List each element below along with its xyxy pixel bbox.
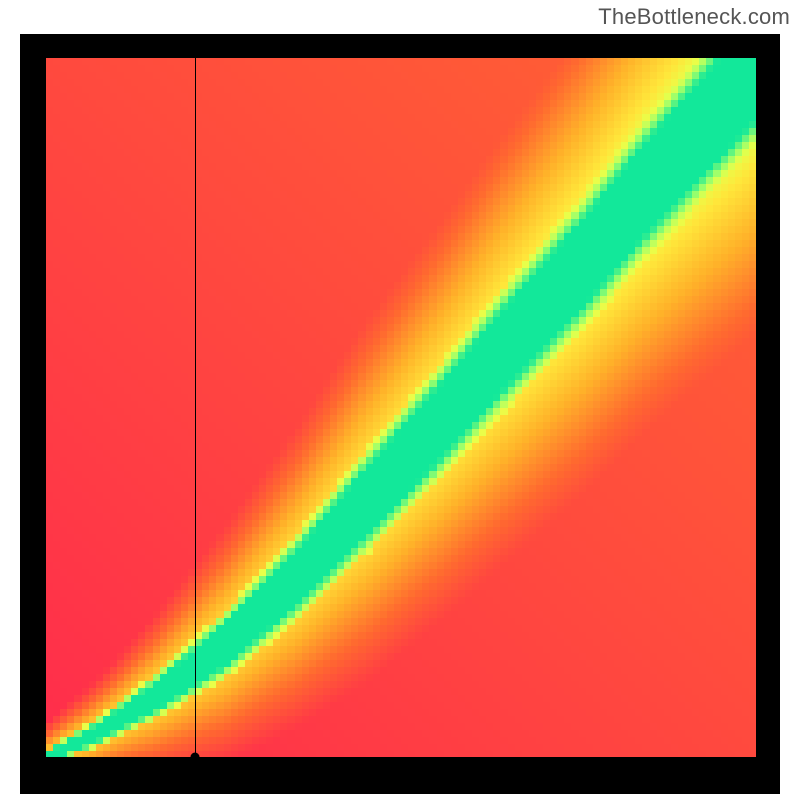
plot-inner — [46, 58, 756, 758]
attribution-text: TheBottleneck.com — [598, 4, 790, 30]
heatmap-canvas — [46, 58, 756, 758]
crosshair-horizontal — [46, 757, 756, 758]
plot-frame — [20, 34, 780, 794]
crosshair-vertical — [195, 58, 196, 758]
marker-dot — [191, 752, 200, 761]
